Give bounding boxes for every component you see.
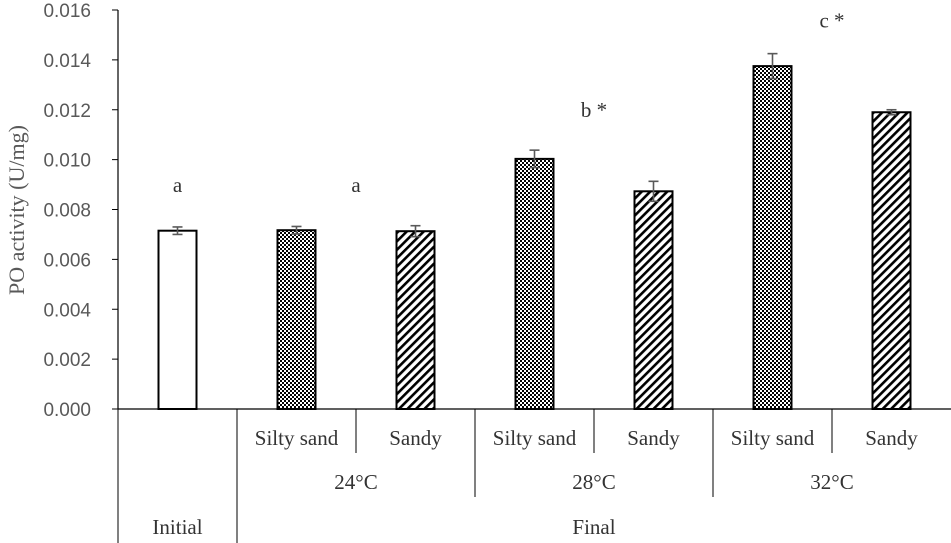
bar <box>514 157 555 410</box>
soil-label: Sandy <box>627 426 680 450</box>
temperature-label: 32°C <box>810 470 853 494</box>
soil-label: Sandy <box>389 426 442 450</box>
y-tick-label: 0.006 <box>43 250 91 271</box>
y-tick-label: 0.002 <box>43 350 91 371</box>
annotations: a a b * c * <box>173 8 845 197</box>
soil-label: Sandy <box>865 426 918 450</box>
x-axis: Silty sand Sandy Silty sand Sandy Silty sand… <box>117 408 951 543</box>
temperature-label: 28°C <box>572 470 615 494</box>
significance-label: b * <box>581 98 607 122</box>
y-tick-label: 0.000 <box>43 400 91 421</box>
soil-label: Silty sand <box>731 426 815 450</box>
significance-label: a <box>351 173 361 197</box>
y-tick-label: 0.012 <box>43 101 91 122</box>
y-tick-label: 0.008 <box>43 201 91 222</box>
significance-label: c * <box>819 8 844 32</box>
y-axis: 0.000 0.002 0.004 0.006 0.008 0.010 0.012 0.014… <box>43 1 119 421</box>
bar <box>157 229 198 410</box>
y-tick-label: 0.004 <box>43 300 91 321</box>
y-tick-label: 0.014 <box>43 51 91 72</box>
soil-label: Silty sand <box>255 426 339 450</box>
bar <box>871 111 912 411</box>
bar <box>752 65 793 410</box>
y-tick-label: 0.010 <box>43 151 91 172</box>
phase-label: Final <box>572 515 615 539</box>
bars <box>157 52 912 411</box>
bar <box>395 230 436 410</box>
bar <box>633 190 674 410</box>
soil-label: Silty sand <box>493 426 577 450</box>
y-axis-title: PO activity (U/mg) <box>4 125 29 295</box>
significance-label: a <box>173 173 183 197</box>
bar <box>276 229 317 410</box>
y-tick-label: 0.016 <box>43 1 91 22</box>
temperature-label: 24°C <box>334 470 377 494</box>
phase-label: Initial <box>152 515 202 539</box>
